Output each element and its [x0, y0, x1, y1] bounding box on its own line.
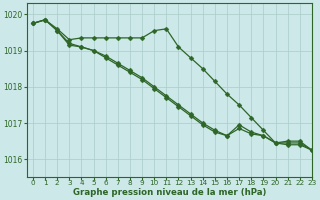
X-axis label: Graphe pression niveau de la mer (hPa): Graphe pression niveau de la mer (hPa)	[73, 188, 266, 197]
